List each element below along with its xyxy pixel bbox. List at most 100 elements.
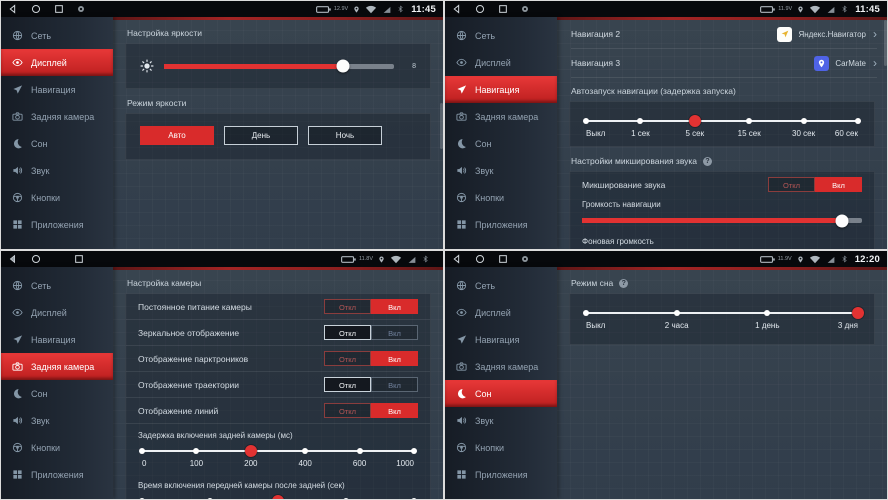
sidebar-item-network[interactable]: Сеть — [445, 22, 557, 49]
slider-stop[interactable] — [688, 115, 701, 127]
sidebar-item-navigation[interactable]: Навигация — [1, 326, 113, 353]
scrollbar[interactable] — [440, 103, 443, 149]
toggle-off-button[interactable]: Откл — [324, 403, 371, 418]
back-icon[interactable] — [8, 254, 18, 264]
slider-stop[interactable] — [411, 498, 417, 499]
sidebar-item-network[interactable]: Сеть — [1, 22, 113, 49]
sidebar-item-buttons[interactable]: Кнопки — [445, 184, 557, 211]
camera-icon — [456, 361, 467, 372]
slider-thumb[interactable] — [835, 214, 849, 227]
toggle-off-button[interactable]: Откл — [768, 177, 815, 192]
sidebar-item-display[interactable]: Дисплей — [445, 49, 557, 76]
info-icon[interactable]: ? — [619, 278, 629, 288]
slider-track — [586, 312, 858, 314]
sidebar-item-apps[interactable]: Приложения — [445, 211, 557, 238]
toggle-on-button[interactable]: Вкл — [815, 177, 862, 192]
back-icon[interactable] — [8, 4, 18, 14]
back-icon[interactable] — [452, 254, 462, 264]
home-icon[interactable] — [475, 254, 485, 264]
slider-stop[interactable] — [673, 310, 680, 316]
sidebar-item-apps[interactable]: Приложения — [1, 211, 113, 238]
sidebar-item-network[interactable]: Сеть — [445, 272, 557, 299]
slider-stop[interactable] — [852, 307, 864, 319]
recents-icon[interactable] — [54, 4, 64, 14]
scrollbar[interactable] — [884, 20, 887, 66]
toggle-on-button[interactable]: Вкл — [371, 325, 418, 340]
slider-stop[interactable] — [139, 448, 145, 454]
toggle-on-button[interactable]: Вкл — [371, 351, 418, 366]
slider-stop[interactable] — [764, 310, 771, 316]
slider-stop[interactable] — [637, 118, 644, 124]
slider-stop[interactable] — [139, 498, 145, 499]
sidebar-item-navigation[interactable]: Навигация — [445, 326, 557, 353]
sidebar-item-navigation[interactable]: Навигация — [445, 76, 557, 103]
toggle-off-button[interactable]: Откл — [324, 299, 371, 314]
sidebar-item-apps[interactable]: Приложения — [1, 461, 113, 488]
info-icon[interactable]: ? — [703, 156, 713, 166]
sidebar-item-rear-camera[interactable]: Задняя камера — [1, 103, 113, 130]
toggle-on-button[interactable]: Вкл — [371, 403, 418, 418]
slider-stop[interactable] — [207, 498, 213, 499]
sidebar-item-sound[interactable]: Звук — [445, 157, 557, 184]
sleep-mode-slider[interactable]: Выкл 2 часа 1 день 3 дня — [583, 304, 864, 336]
sidebar-item-navigation[interactable]: Навигация — [1, 76, 113, 103]
sidebar-item-sound[interactable]: Звук — [1, 407, 113, 434]
bluetooth-icon — [397, 4, 404, 14]
sidebar-item-apps[interactable]: Приложения — [445, 461, 557, 488]
navigation3-row[interactable]: Навигация 3 CarMate › — [571, 49, 877, 78]
recents-icon[interactable] — [74, 254, 84, 264]
nav-volume-slider[interactable] — [582, 214, 862, 227]
autostart-delay-slider[interactable]: Выкл 1 сек 5 сек 15 сек 30 сек 60 сек — [583, 112, 861, 144]
sidebar-item-sleep[interactable]: Сон — [445, 130, 557, 157]
mode-button-day[interactable]: День — [224, 126, 298, 145]
slider-stop[interactable] — [343, 498, 349, 499]
back-icon[interactable] — [452, 4, 462, 14]
sidebar-item-display[interactable]: Дисплей — [445, 299, 557, 326]
slider-stop[interactable] — [800, 118, 807, 124]
slider-stop[interactable] — [356, 448, 363, 454]
slider-thumb[interactable] — [336, 59, 350, 73]
sidebar-item-buttons[interactable]: Кнопки — [1, 184, 113, 211]
sidebar-item-sound[interactable]: Звук — [1, 157, 113, 184]
sidebar-item-buttons[interactable]: Кнопки — [1, 434, 113, 461]
sidebar-item-sleep[interactable]: Сон — [445, 380, 557, 407]
toggle-off-button[interactable]: Откл — [324, 351, 371, 366]
brightness-slider[interactable] — [164, 59, 394, 73]
home-icon[interactable] — [31, 254, 41, 264]
settings-sidebar: Сеть Дисплей Навигация Задняя камера Сон… — [1, 17, 113, 249]
slider-stop[interactable] — [272, 495, 284, 499]
sidebar-item-sound[interactable]: Звук — [445, 407, 557, 434]
sidebar-item-sleep[interactable]: Сон — [1, 130, 113, 157]
mode-button-night[interactable]: Ночь — [308, 126, 382, 145]
slider-stop[interactable] — [193, 448, 200, 454]
sidebar-item-rear-camera[interactable]: Задняя камера — [445, 353, 557, 380]
row-label: Микширование звука — [582, 179, 666, 190]
toggle-on-button[interactable]: Вкл — [371, 377, 418, 392]
front-camera-time-slider[interactable]: Выкл 10 15 20 60 — [139, 492, 417, 499]
slider-stop[interactable] — [855, 118, 861, 124]
recents-icon[interactable] — [498, 254, 508, 264]
slider-stop[interactable] — [746, 118, 753, 124]
slider-stop[interactable] — [583, 118, 589, 124]
slider-stop[interactable] — [302, 448, 309, 454]
home-icon[interactable] — [31, 4, 41, 14]
home-icon[interactable] — [475, 4, 485, 14]
sidebar-item-network[interactable]: Сеть — [1, 272, 113, 299]
slider-stop[interactable] — [244, 445, 257, 457]
rear-camera-delay-slider[interactable]: 0 100 200 400 600 1000 — [139, 442, 417, 474]
sidebar-item-rear-camera[interactable]: Задняя камера — [1, 353, 113, 380]
recents-icon[interactable] — [498, 4, 508, 14]
navigation2-row[interactable]: Навигация 2 Яндекс.Навигатор › — [571, 20, 877, 49]
slider-stop[interactable] — [411, 448, 417, 454]
sidebar-item-display[interactable]: Дисплей — [1, 49, 113, 76]
sidebar-item-rear-camera[interactable]: Задняя камера — [445, 103, 557, 130]
toggle-off-button[interactable]: Откл — [324, 377, 371, 392]
sidebar-item-buttons[interactable]: Кнопки — [445, 434, 557, 461]
toggle-off-button[interactable]: Откл — [324, 325, 371, 340]
slider-track — [142, 450, 414, 452]
mode-button-auto[interactable]: Авто — [140, 126, 214, 145]
sidebar-item-display[interactable]: Дисплей — [1, 299, 113, 326]
toggle-on-button[interactable]: Вкл — [371, 299, 418, 314]
sidebar-item-sleep[interactable]: Сон — [1, 380, 113, 407]
slider-stop[interactable] — [583, 310, 589, 316]
